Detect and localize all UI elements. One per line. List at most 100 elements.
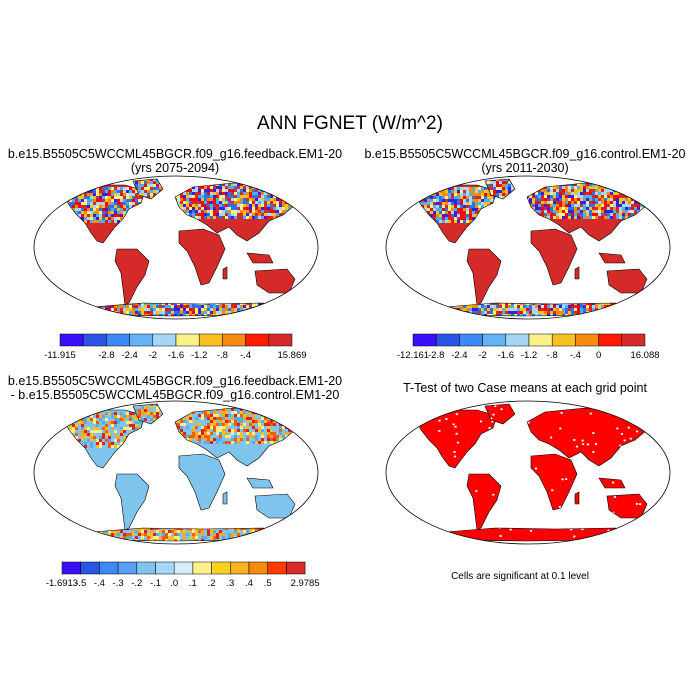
colorbar-label: 0 (596, 350, 601, 361)
africa-land (531, 454, 577, 510)
panel-2-title-line2: (yrs 2011-2030) (481, 161, 569, 175)
new-zealand-coast (650, 292, 656, 302)
colorbar-box-8 (598, 333, 623, 347)
greenland-coast (484, 403, 516, 425)
madagascar-land (223, 267, 227, 279)
madagascar-land (575, 492, 579, 504)
colorbar-box-4 (505, 333, 530, 347)
colorbar-label: .0 (170, 578, 178, 589)
panel-1-title-line1: b.e15.B5505C5WCCML45BGCR.f09_g16.feedbac… (7, 147, 343, 161)
figure-title: ANN FGNET (W/m^2) (257, 113, 443, 134)
colorbar-label: 15.869 (277, 350, 306, 361)
colorbar-box-1 (82, 333, 107, 347)
colorbar-box-12 (286, 561, 306, 575)
colorbar-label: -2 (478, 350, 486, 361)
colorbar-box-8 (245, 333, 270, 347)
colorbar-label: 16.088 (630, 350, 659, 361)
new-zealand-land (651, 293, 655, 301)
antarctica-cells (81, 528, 295, 541)
colorbar-label: -2.4 (451, 350, 467, 361)
colorbar-box-9 (268, 333, 293, 347)
south-america-coast (466, 473, 502, 531)
significance-note: Cells are significant at 0.1 level (451, 571, 589, 582)
north-america-coast (62, 184, 146, 244)
colorbar-box-3 (129, 333, 154, 347)
colorbar-label: -.8 (217, 350, 228, 361)
colorbar-label: .1 (189, 578, 197, 589)
colorbar-box-2 (106, 333, 130, 347)
colorbar-box-5 (155, 561, 175, 575)
panel-2-title: b.e15.B5505C5WCCML45BGCR.f09_g16.control… (350, 147, 700, 175)
colorbar-box-6 (198, 333, 223, 347)
greenland-coast (132, 178, 164, 200)
australia-land (607, 494, 647, 518)
colorbar-box-3 (117, 561, 138, 575)
colorbar-box-3 (482, 333, 507, 347)
colorbar-box-11 (267, 561, 287, 575)
africa-land (531, 229, 577, 285)
se-asia-islands-land (247, 478, 273, 488)
colorbar-box-5 (175, 333, 200, 347)
australia-land (255, 269, 295, 293)
se-asia-islands-coast (598, 252, 626, 264)
map-border (33, 175, 319, 320)
colorbar-box-1 (435, 333, 460, 347)
panel-1-map (33, 175, 319, 320)
colorbar-label: -1.6913 (46, 578, 78, 589)
colorbar-label: 2.9785 (291, 578, 320, 589)
africa-coast (178, 453, 226, 511)
colorbar-label: -1.2 (191, 350, 207, 361)
colorbar-box-6 (173, 561, 194, 575)
colorbar-box-7 (575, 333, 599, 347)
panel-4-title-line1: T-Test of two Case means at each grid po… (403, 381, 647, 395)
colorbar-box-1 (80, 561, 100, 575)
new-zealand-coast (298, 292, 304, 302)
map-border (33, 400, 319, 545)
colorbar-box-7 (222, 333, 246, 347)
se-asia-islands-land (247, 253, 273, 263)
colorbar-label: .5 (264, 578, 272, 589)
panel-2-map (385, 175, 671, 320)
colorbar-label: -11.915 (44, 350, 76, 361)
colorbar-box-2 (459, 333, 483, 347)
colorbar-label: -1.6 (498, 350, 514, 361)
colorbar-box-8 (211, 561, 231, 575)
colorbar-label: -.4 (240, 350, 251, 361)
colorbar-box-9 (621, 333, 646, 347)
colorbar-label: -1.6 (168, 350, 184, 361)
africa-land (179, 454, 225, 510)
panel-3-title-line2: - b.e15.B5505C5WCCML45BGCR.f09_g16.contr… (10, 388, 340, 402)
panel-1-title-line2: (yrs 2075-2094) (130, 161, 220, 175)
colorbar-label: -2 (149, 350, 157, 361)
madagascar-coast (222, 266, 228, 280)
se-asia-islands-land (599, 253, 625, 263)
north-america-coast (414, 409, 498, 469)
antarctica-cells (81, 303, 295, 316)
africa-coast (178, 228, 226, 286)
new-zealand-land (651, 518, 655, 526)
south-america-coast (466, 248, 502, 306)
new-zealand-coast (650, 517, 656, 527)
colorbar-label: -.1 (150, 578, 161, 589)
se-asia-islands-coast (598, 477, 626, 489)
north-america-land (415, 410, 497, 468)
colorbar-box-0 (59, 333, 84, 347)
madagascar-coast (574, 266, 580, 280)
colorbar-label: .4 (245, 578, 253, 589)
colorbar-box-0 (61, 561, 81, 575)
colorbar-box-9 (230, 561, 250, 575)
se-asia-islands-coast (246, 252, 274, 264)
panel-1-title: b.e15.B5505C5WCCML45BGCR.f09_g16.feedbac… (0, 147, 350, 175)
madagascar-coast (222, 491, 228, 505)
colorbar-label: -.4 (570, 350, 581, 361)
colorbar-label: .3 (226, 578, 234, 589)
greenland-coast (132, 403, 164, 425)
se-asia-islands-coast (246, 477, 274, 489)
colorbar-box-7 (192, 561, 212, 575)
new-zealand-land (299, 518, 303, 526)
greenland-coast (484, 178, 516, 200)
panel-3-map (33, 400, 319, 545)
panel-3-title: b.e15.B5505C5WCCML45BGCR.f09_g16.feedbac… (0, 374, 350, 402)
madagascar-land (575, 267, 579, 279)
north-america-coast (414, 184, 498, 244)
